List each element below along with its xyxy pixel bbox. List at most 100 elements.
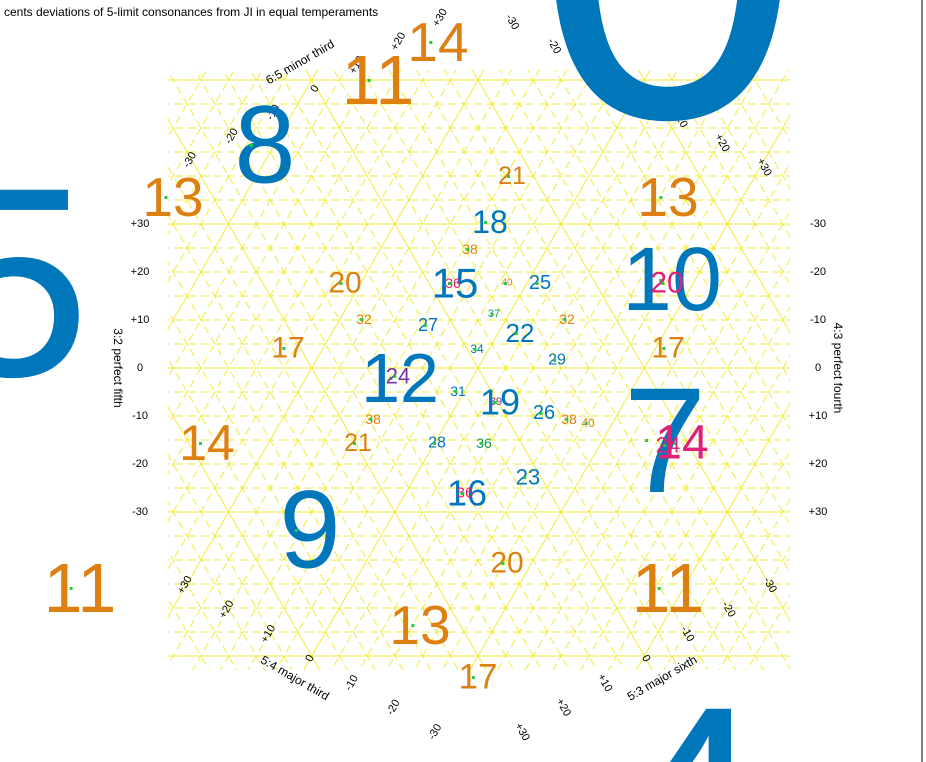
grid-line [665,70,790,286]
grid-line [524,210,790,670]
grid-line [635,402,790,670]
temperament-label: 17 [459,658,498,697]
point [389,377,393,380]
temperament-label: 14 [407,11,468,73]
temperament-label: 7 [623,356,706,524]
temperament-label: 21 [344,429,372,457]
temperament-label: 28 [428,435,446,452]
point [423,324,427,327]
point [353,442,356,445]
grid-line [610,70,790,382]
temperament-label: 40 [501,278,513,289]
point [360,318,364,321]
point [69,587,73,590]
temperament-label: 14 [655,417,708,470]
tick-label: 0 [815,362,821,374]
temperament-label: 11 [632,549,705,627]
grid-line [469,114,790,670]
labels: 6:5 minor third-30-20-100+10+20+308:5 mi… [0,0,845,762]
tick-label: -30 [132,506,148,518]
tick-label: 0 [631,89,644,100]
tick-label: -10 [810,314,826,326]
grid-line [471,70,790,622]
temperament-label: 10 [622,230,722,330]
point [659,196,663,199]
temperament-label: 21 [498,162,526,190]
temperament-label: 26 [533,402,555,424]
point [164,196,168,199]
grid-line [691,498,790,670]
grid-line [718,546,790,670]
temperament-label: 38 [365,411,381,427]
tick-label: 0 [303,653,316,664]
point [449,282,453,285]
point [514,332,518,335]
point [565,418,569,421]
temperament-label: 17 [651,332,684,365]
axis-label: 3:2 perfect fifth [111,328,125,407]
point [657,587,661,590]
grid-line [554,70,790,478]
temperament-label: 0 [535,0,802,219]
temperament-label: 15 [432,260,479,307]
temperament-label: 31 [450,383,466,399]
point [433,442,437,445]
temperament-label: 38 [561,411,577,427]
temperament-label: 36 [457,485,474,502]
temperament-label: 20 [328,267,361,300]
temperament-label: 36 [445,275,461,291]
point [339,282,343,285]
point [539,412,543,415]
temperament-label: 29 [548,352,566,369]
temperament-label: 14 [179,415,235,471]
temperament-label: 24 [386,364,410,389]
point [661,282,665,285]
point [461,492,465,495]
tick-label: +30 [131,218,150,230]
temperament-label: 20 [650,267,683,300]
grid-line [607,354,790,670]
point [393,375,397,378]
temperament-label: 19 [480,382,520,423]
title: cents deviations of 5-limit consonances … [4,5,378,19]
temperament-label: 20 [490,547,523,580]
grid-line [663,450,790,670]
tick-label: 0 [308,83,321,94]
point [480,442,484,445]
point [659,279,663,282]
point [584,422,588,425]
temperament-label: 32 [559,311,575,327]
point [563,318,567,321]
tick-label: -20 [810,266,826,278]
temperament-label: 40 [581,416,595,430]
grid-line [168,70,291,282]
tick-label: +20 [809,458,828,470]
point [484,221,488,224]
temperament-label: 17 [271,332,304,365]
point [492,401,496,404]
point [466,248,470,251]
temperament-label: 38 [462,241,478,257]
axis-label: 4:3 perfect fourth [831,323,845,414]
tick-label: +30 [809,506,828,518]
point [369,418,373,421]
temperament-label: 8 [234,84,295,207]
grid-line [693,70,790,238]
